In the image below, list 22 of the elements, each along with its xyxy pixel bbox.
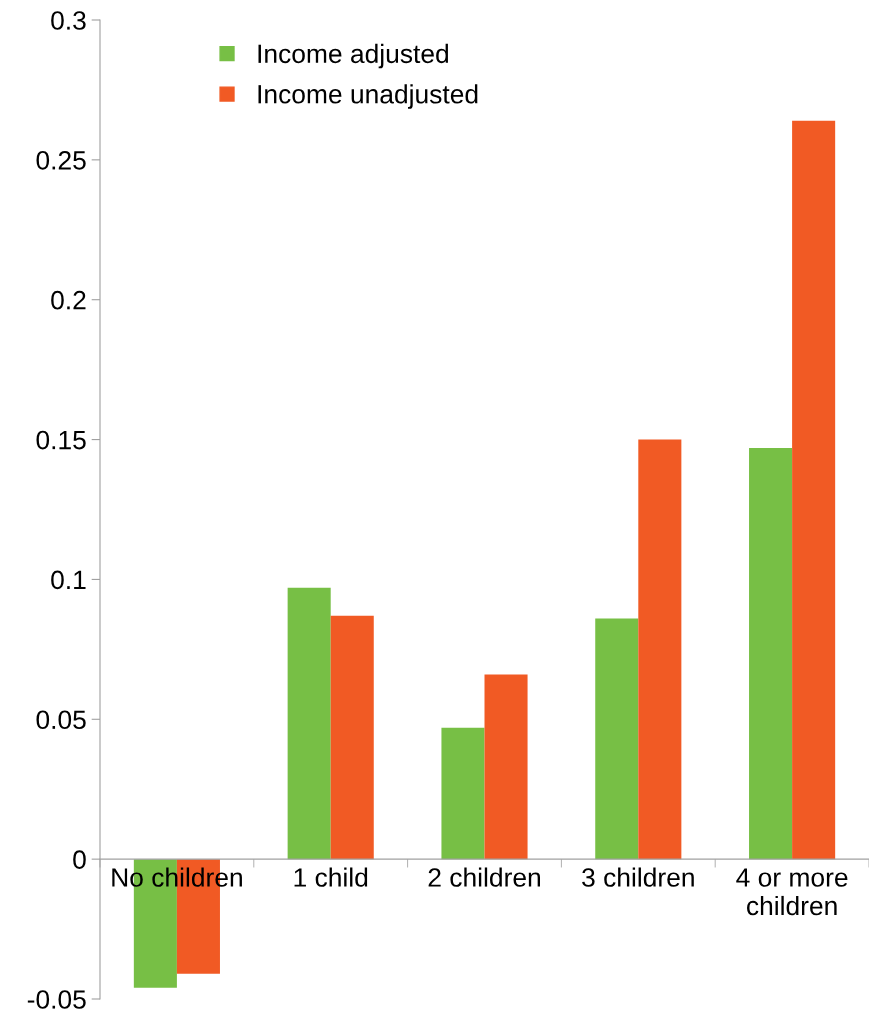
bar: [638, 439, 682, 860]
legend-label: Income adjusted: [258, 43, 449, 69]
bar: [287, 587, 331, 860]
y-tick-label: 0.05: [36, 710, 86, 730]
bar: [484, 674, 528, 860]
y-tick-label: 0: [73, 850, 86, 869]
bar: [595, 618, 639, 860]
y-tick-label: 0.3: [51, 11, 86, 30]
y-tick-label: -0.05: [27, 990, 86, 1009]
bar: [792, 120, 836, 860]
y-tick-label: 0.1: [51, 570, 86, 590]
x-tick-label: 2 children: [428, 867, 540, 887]
y-tick-label: 0.15: [36, 430, 86, 450]
y-tick-label: 0.25: [36, 150, 86, 170]
bar: [749, 447, 793, 860]
x-tick-label: 3 children: [582, 867, 694, 887]
legend-label: Income unadjusted: [258, 84, 478, 109]
x-tick-label: 4 or more children: [736, 868, 848, 916]
bar: [441, 727, 485, 860]
bar: [330, 615, 374, 860]
y-tick-label: 0.2: [51, 290, 86, 310]
x-tick-label: 1 child: [294, 867, 368, 887]
